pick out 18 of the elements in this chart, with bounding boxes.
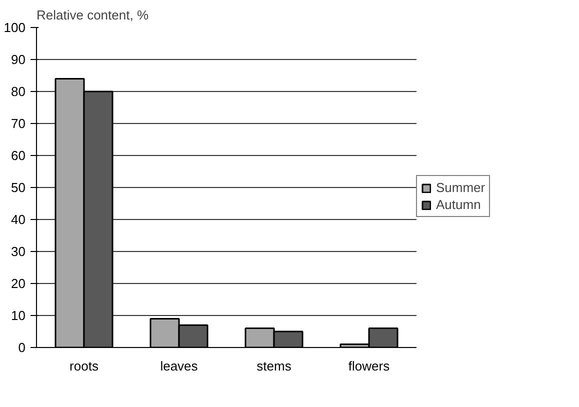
y-tick-label: 70: [11, 116, 26, 131]
x-tick-label: flowers: [348, 358, 390, 374]
x-tick-label: stems: [256, 358, 292, 374]
legend-label: Autumn: [436, 197, 481, 212]
y-tick-label: 40: [11, 212, 26, 227]
x-tick-label: roots: [70, 358, 99, 374]
y-tick-label: 80: [11, 84, 26, 99]
y-tick-label: 30: [11, 244, 26, 259]
y-tick-label: 60: [11, 148, 26, 163]
y-tick-label: 90: [11, 52, 26, 67]
y-axis-title: Relative content, %: [36, 8, 149, 22]
y-tick-label: 0: [18, 340, 26, 355]
y-tick-label: 100: [4, 20, 26, 35]
y-tick-label: 10: [11, 308, 26, 323]
y-tick-label: 20: [11, 276, 26, 291]
y-tick-label: 50: [11, 180, 26, 195]
x-tick-label: leaves: [160, 358, 198, 374]
legend-label: Summer: [436, 180, 486, 195]
